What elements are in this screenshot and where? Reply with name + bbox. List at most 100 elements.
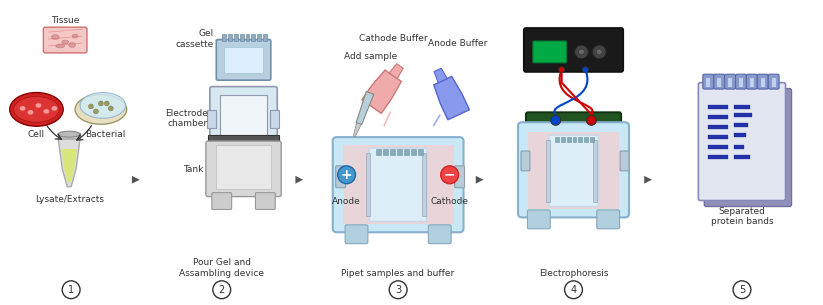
Bar [728, 78, 732, 87]
Bar [709, 106, 728, 109]
Text: Cell: Cell [28, 130, 45, 139]
Circle shape [213, 281, 230, 299]
Bar [224, 47, 263, 73]
Circle shape [583, 67, 588, 73]
Ellipse shape [35, 103, 41, 108]
Circle shape [88, 104, 94, 109]
FancyBboxPatch shape [210, 87, 277, 150]
Circle shape [587, 115, 597, 125]
Text: 3: 3 [395, 285, 401, 295]
FancyBboxPatch shape [428, 225, 451, 244]
Bar [709, 155, 728, 159]
Circle shape [94, 109, 99, 114]
FancyBboxPatch shape [518, 122, 629, 217]
FancyBboxPatch shape [44, 27, 87, 53]
FancyBboxPatch shape [332, 137, 463, 232]
Bar [555, 137, 559, 142]
Bar [376, 149, 381, 155]
Text: Bacterial: Bacterial [86, 130, 126, 139]
Text: 4: 4 [570, 285, 577, 295]
Text: Cathode: Cathode [430, 197, 468, 206]
Bar [422, 153, 425, 217]
Bar [528, 132, 619, 210]
Text: Anode Buffer: Anode Buffer [428, 39, 487, 48]
FancyBboxPatch shape [704, 88, 792, 206]
Circle shape [551, 115, 560, 125]
Polygon shape [61, 149, 77, 182]
Ellipse shape [51, 34, 59, 40]
Bar [245, 34, 249, 41]
FancyBboxPatch shape [370, 148, 427, 221]
Text: Anode: Anode [332, 197, 361, 206]
Ellipse shape [75, 95, 127, 124]
Ellipse shape [44, 109, 49, 114]
FancyBboxPatch shape [597, 210, 620, 229]
Polygon shape [356, 92, 374, 125]
Bar [760, 78, 765, 87]
Ellipse shape [20, 106, 26, 111]
FancyBboxPatch shape [736, 74, 746, 89]
Bar [590, 137, 594, 142]
Bar [717, 78, 721, 87]
Text: Add sample: Add sample [344, 52, 397, 61]
Circle shape [597, 49, 602, 55]
Text: Cathode Buffer: Cathode Buffer [359, 34, 427, 43]
FancyBboxPatch shape [255, 193, 275, 210]
Bar [216, 145, 272, 189]
FancyBboxPatch shape [768, 74, 779, 89]
Bar [709, 125, 728, 129]
FancyBboxPatch shape [532, 41, 566, 63]
Text: Electrophoresis: Electrophoresis [539, 269, 608, 278]
FancyBboxPatch shape [454, 166, 464, 188]
Circle shape [337, 166, 356, 184]
FancyBboxPatch shape [724, 74, 736, 89]
FancyBboxPatch shape [336, 166, 346, 188]
Text: Pour Gel and
Assambling device: Pour Gel and Assambling device [179, 258, 264, 278]
Ellipse shape [10, 92, 63, 126]
Polygon shape [434, 68, 447, 83]
Text: −: − [444, 168, 455, 182]
Bar [384, 149, 388, 155]
Ellipse shape [27, 110, 34, 115]
Text: 5: 5 [739, 285, 745, 295]
FancyBboxPatch shape [526, 112, 621, 132]
Text: Tissue: Tissue [51, 16, 79, 25]
Circle shape [565, 281, 583, 299]
Bar [207, 110, 216, 128]
Text: Lysate/Extracts: Lysate/Extracts [35, 195, 104, 204]
Bar [263, 34, 267, 41]
Polygon shape [362, 70, 402, 113]
Bar [546, 140, 550, 202]
Text: 1: 1 [68, 285, 74, 295]
Bar [220, 95, 267, 142]
Bar [579, 137, 583, 142]
Ellipse shape [58, 131, 80, 137]
FancyBboxPatch shape [212, 193, 231, 210]
Bar [390, 149, 395, 155]
Circle shape [99, 101, 104, 106]
FancyBboxPatch shape [524, 28, 623, 72]
FancyBboxPatch shape [703, 74, 714, 89]
Circle shape [63, 281, 80, 299]
Circle shape [109, 106, 114, 111]
Circle shape [579, 49, 584, 55]
Bar [239, 34, 244, 41]
Bar [593, 140, 597, 202]
Circle shape [574, 45, 588, 59]
Bar [734, 133, 746, 137]
FancyBboxPatch shape [620, 151, 629, 171]
Text: Gel
cassette: Gel cassette [175, 29, 214, 49]
Text: Electrode
chamber: Electrode chamber [165, 109, 208, 128]
Bar [398, 149, 402, 155]
Bar [258, 34, 262, 41]
Bar [706, 78, 710, 87]
Bar [772, 78, 775, 87]
Bar [366, 153, 370, 217]
Bar [734, 106, 750, 109]
Ellipse shape [14, 96, 59, 122]
Bar [418, 149, 423, 155]
FancyBboxPatch shape [757, 74, 768, 89]
Polygon shape [389, 64, 403, 79]
Bar [566, 137, 570, 142]
Ellipse shape [51, 106, 58, 111]
